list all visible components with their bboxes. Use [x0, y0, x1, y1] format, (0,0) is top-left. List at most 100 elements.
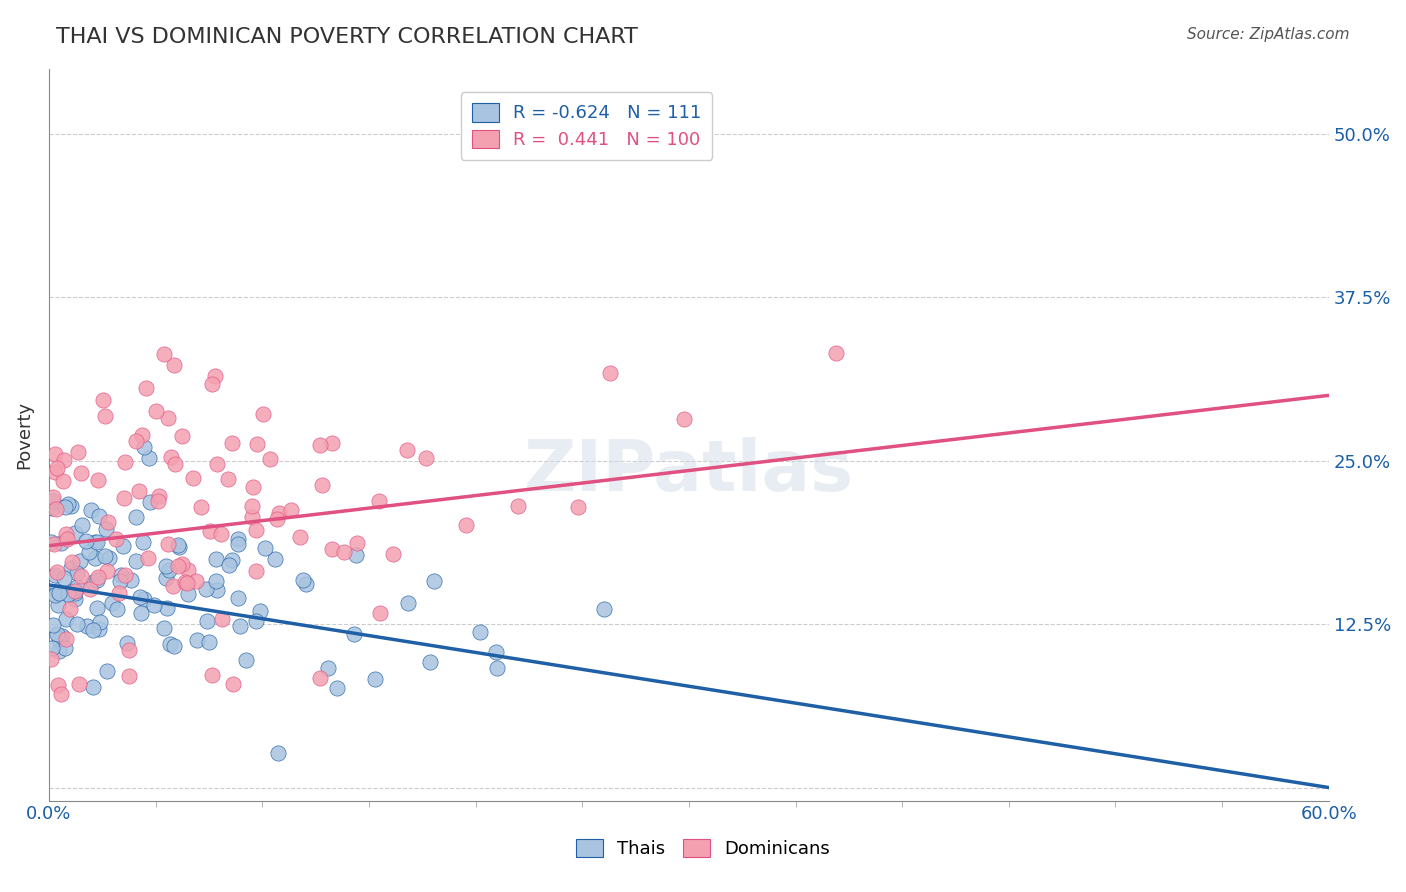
Point	[252, 407, 274, 421]
Point	[132, 534, 155, 549]
Point	[53, 641, 76, 656]
Point	[41, 640, 63, 655]
Point	[110, 574, 132, 589]
Point	[89, 615, 111, 629]
Point	[486, 660, 509, 674]
Point	[245, 564, 267, 578]
Point	[112, 539, 135, 553]
Point	[266, 512, 288, 526]
Point	[46, 678, 69, 692]
Point	[163, 457, 186, 471]
Point	[132, 440, 155, 454]
Point	[86, 573, 108, 587]
Point	[136, 551, 159, 566]
Point	[217, 472, 239, 486]
Point	[48, 632, 70, 646]
Point	[44, 537, 66, 551]
Point	[63, 586, 86, 600]
Point	[162, 359, 184, 373]
Point	[824, 346, 846, 360]
Point	[114, 568, 136, 582]
Point	[229, 619, 252, 633]
Point	[41, 500, 63, 515]
Point	[174, 574, 197, 589]
Point	[76, 619, 98, 633]
Point	[269, 506, 291, 520]
Point	[599, 366, 621, 380]
Point	[170, 428, 193, 442]
Point	[201, 377, 224, 392]
Point	[46, 565, 69, 579]
Point	[415, 451, 437, 466]
Point	[104, 532, 127, 546]
Point	[321, 541, 343, 556]
Point	[396, 596, 419, 610]
Point	[97, 516, 120, 530]
Point	[245, 614, 267, 628]
Y-axis label: Poverty: Poverty	[15, 401, 32, 468]
Point	[364, 672, 387, 686]
Point	[118, 669, 141, 683]
Point	[159, 637, 181, 651]
Text: Source: ZipAtlas.com: Source: ZipAtlas.com	[1187, 27, 1350, 42]
Text: ZIPatlas: ZIPatlas	[524, 437, 853, 506]
Point	[160, 450, 183, 464]
Point	[201, 668, 224, 682]
Point	[70, 467, 93, 481]
Point	[155, 571, 177, 585]
Point	[45, 502, 67, 516]
Point	[45, 584, 67, 599]
Point	[105, 602, 128, 616]
Point	[485, 644, 508, 658]
Point	[108, 586, 131, 600]
Point	[311, 478, 333, 492]
Point	[167, 558, 190, 573]
Point	[86, 600, 108, 615]
Point	[254, 541, 277, 555]
Point	[55, 611, 77, 625]
Point	[157, 563, 180, 577]
Point	[245, 437, 267, 451]
Point	[309, 438, 332, 452]
Point	[84, 534, 107, 549]
Point	[44, 588, 66, 602]
Point	[59, 561, 82, 575]
Point	[66, 617, 89, 632]
Point	[39, 534, 62, 549]
Point	[145, 404, 167, 418]
Point	[343, 626, 366, 640]
Point	[226, 536, 249, 550]
Point	[70, 517, 93, 532]
Point	[143, 598, 166, 612]
Point	[155, 600, 177, 615]
Point	[153, 621, 176, 635]
Point	[125, 434, 148, 449]
Point	[125, 554, 148, 568]
Point	[59, 602, 82, 616]
Point	[148, 489, 170, 503]
Point	[79, 582, 101, 596]
Point	[55, 632, 77, 647]
Point	[44, 465, 66, 479]
Point	[153, 346, 176, 360]
Point	[673, 411, 696, 425]
Point	[58, 497, 80, 511]
Point	[368, 494, 391, 508]
Point	[382, 547, 405, 561]
Point	[63, 583, 86, 598]
Point	[211, 612, 233, 626]
Point	[235, 653, 257, 667]
Point	[55, 533, 77, 547]
Point	[207, 582, 229, 597]
Point	[55, 526, 77, 541]
Point	[592, 601, 614, 615]
Point	[346, 536, 368, 550]
Point	[96, 564, 118, 578]
Point	[221, 436, 243, 450]
Point	[205, 458, 228, 472]
Point	[157, 537, 180, 551]
Point	[240, 499, 263, 513]
Point	[292, 573, 315, 587]
Point	[96, 665, 118, 679]
Point	[162, 579, 184, 593]
